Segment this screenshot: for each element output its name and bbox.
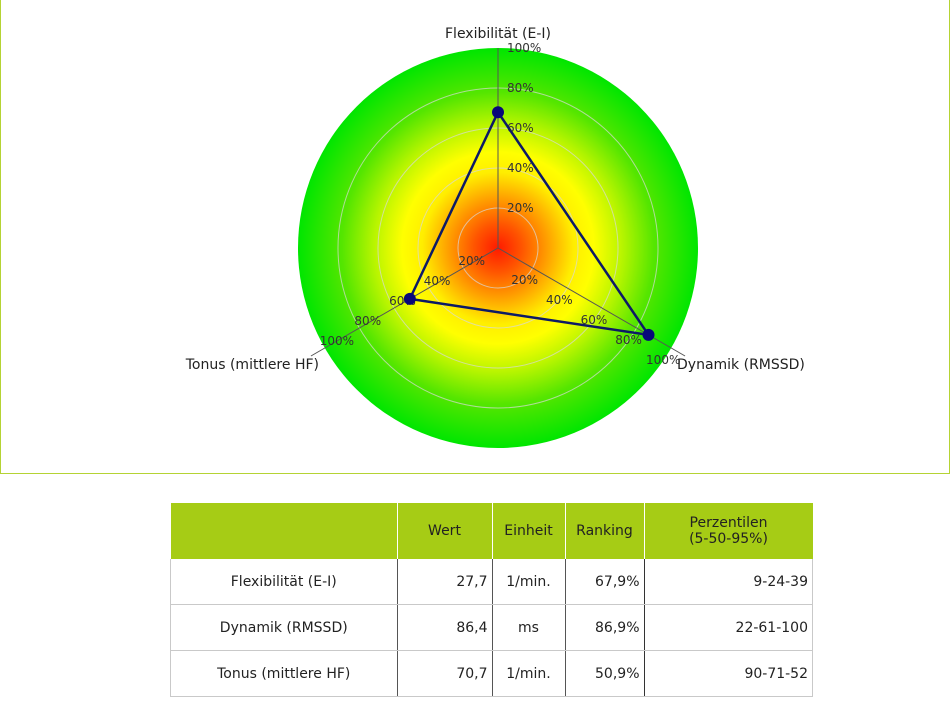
radar-chart-panel: 20% 20% 20% 40% 40% 40% 60% 60% 60% 80% 80% 80% 100%… <box>0 0 950 474</box>
tick-label-left: 20% <box>458 254 485 268</box>
axis-line-2 <box>497 247 686 357</box>
header-cell-einheit: Einheit <box>492 503 566 559</box>
tick-label-top: 40% <box>507 161 534 175</box>
row-wert: 70,7 <box>397 650 493 697</box>
tick-label-left: 80% <box>354 314 381 328</box>
radar-series <box>403 106 655 341</box>
data-point-1 <box>492 106 504 119</box>
row-perzentilen: 9-24-39 <box>644 559 813 605</box>
tick-label-top: 80% <box>507 81 534 95</box>
tick-label-top: 60% <box>507 121 534 135</box>
row-label: Tonus (mittlere HF) <box>170 650 398 697</box>
data-point-3 <box>403 292 416 305</box>
tick-label-right: 80% <box>615 333 642 347</box>
tick-label-top: 20% <box>507 201 534 215</box>
axis-line-3 <box>310 247 499 357</box>
table-header-row: Wert Einheit Ranking Perzentilen (5-50-9… <box>170 503 813 559</box>
header-cell-ranking: Ranking <box>565 503 645 559</box>
header-cell-perzentilen: Perzentilen (5-50-95%) <box>644 503 813 559</box>
row-label: Dynamik (RMSSD) <box>170 604 398 651</box>
row-ranking: 50,9% <box>565 650 645 697</box>
data-point-2 <box>642 328 655 341</box>
row-perzentilen: 22-61-100 <box>644 604 813 651</box>
results-table: Wert Einheit Ranking Perzentilen (5-50-9… <box>170 503 813 697</box>
row-perzentilen: 90-71-52 <box>644 650 813 697</box>
tick-label-left: 40% <box>424 274 451 288</box>
table-row: Flexibilität (E-I) 27,7 1/min. 67,9% 9-2… <box>170 559 813 605</box>
tick-label-right: 40% <box>546 293 573 307</box>
tick-label-right: 20% <box>511 273 538 287</box>
radar-axes <box>310 48 686 357</box>
table-row: Tonus (mittlere HF) 70,7 1/min. 50,9% 90… <box>170 650 813 697</box>
axis-title-2: Dynamik (RMSSD) <box>677 357 805 373</box>
radar-chart: 20%20%20%40%40%40%60%60%60%80%80%80%100%… <box>185 26 805 448</box>
row-einheit: 1/min. <box>492 559 566 605</box>
table-row: Dynamik (RMSSD) 86,4 ms 86,9% 22-61-100 <box>170 604 813 651</box>
tick-label-right: 100% <box>646 353 680 367</box>
row-ranking: 86,9% <box>565 604 645 651</box>
axis-title-1: Flexibilität (E-I) <box>445 26 551 42</box>
series-line <box>408 110 650 337</box>
tick-label-left: 100% <box>320 334 354 348</box>
row-ranking: 67,9% <box>565 559 645 605</box>
row-label: Flexibilität (E-I) <box>170 559 398 605</box>
row-einheit: ms <box>492 604 566 651</box>
radar-tick-labels: 20%20%20%40%40%40%60%60%60%80%80%80%100%… <box>320 41 681 367</box>
row-einheit: 1/min. <box>492 650 566 697</box>
radar-axis-titles: Flexibilität (E-I) Dynamik (RMSSD) Tonus (… <box>185 26 805 373</box>
tick-label-right: 60% <box>581 313 608 327</box>
tick-label-top: 100% <box>507 41 541 55</box>
header-cell-wert: Wert <box>397 503 493 559</box>
row-wert: 27,7 <box>397 559 493 605</box>
row-wert: 86,4 <box>397 604 493 651</box>
axis-title-3: Tonus (mittlere HF) <box>185 357 319 373</box>
header-cell-label <box>170 503 398 559</box>
